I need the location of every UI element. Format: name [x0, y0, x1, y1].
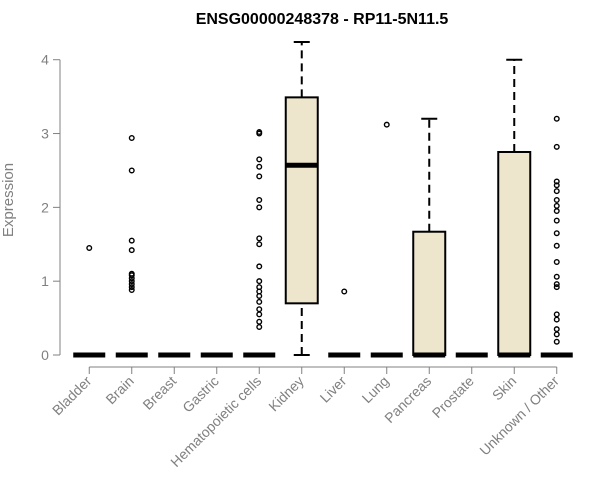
- box-skin: [497, 58, 532, 358]
- box-kidney: [284, 41, 319, 356]
- outlier-point: [553, 331, 560, 338]
- y-tick-label: 0: [41, 347, 49, 363]
- outlier-point: [256, 323, 263, 330]
- box-bladder: [73, 244, 106, 358]
- outlier-point: [128, 281, 135, 288]
- box-hematopoietic-cells: [243, 129, 276, 358]
- box-body: [497, 150, 532, 356]
- outlier-point: [256, 163, 263, 170]
- outlier-point: [553, 178, 560, 185]
- chart-title: ENSG00000248378 - RP11-5N11.5: [196, 11, 449, 28]
- outlier-point: [256, 156, 263, 163]
- x-tick-label: Pancreas: [381, 373, 434, 426]
- x-tick-label: Kidney: [265, 373, 307, 415]
- x-tick-label: Prostate: [429, 373, 477, 421]
- outlier-point: [128, 247, 135, 254]
- box-series: [73, 41, 573, 358]
- outlier-point: [553, 115, 560, 122]
- box-pancreas: [412, 117, 447, 358]
- outlier-point: [256, 284, 263, 291]
- outlier-point: [553, 208, 560, 215]
- outlier-point: [256, 263, 263, 270]
- x-tick-label: Brain: [102, 373, 136, 407]
- outlier-point: [553, 326, 560, 333]
- outlier-point: [553, 202, 560, 209]
- box-body: [284, 96, 319, 305]
- outlier-point: [553, 284, 560, 291]
- outlier-point: [553, 196, 560, 203]
- y-axis-label: Expression: [0, 163, 17, 237]
- outlier-point: [383, 121, 390, 128]
- outlier-point: [256, 311, 263, 318]
- outlier-point: [128, 287, 135, 294]
- outlier-point: [553, 273, 560, 280]
- box-brain: [115, 134, 148, 358]
- outlier-point: [256, 306, 263, 313]
- outlier-point: [256, 241, 263, 248]
- box-body: [412, 230, 447, 357]
- outlier-point: [553, 258, 560, 265]
- outlier-point: [128, 237, 135, 244]
- outlier-point: [86, 244, 93, 251]
- y-tick-label: 1: [41, 273, 49, 289]
- outlier-point: [553, 217, 560, 224]
- outlier-point: [256, 298, 263, 305]
- y-tick-label: 4: [41, 52, 49, 68]
- outlier-point: [553, 188, 560, 195]
- outlier-point: [128, 167, 135, 174]
- box-lung: [370, 121, 403, 358]
- outlier-point: [341, 288, 348, 295]
- outlier-point: [256, 278, 263, 285]
- x-tick-label: Bladder: [49, 373, 95, 419]
- outlier-point: [256, 129, 263, 136]
- x-tick-label: Skin: [489, 373, 520, 404]
- outlier-point: [553, 316, 560, 323]
- outlier-point: [553, 242, 560, 249]
- box-liver: [328, 288, 361, 358]
- y-axis: 0 1 2 3 4: [41, 52, 61, 363]
- outlier-point: [256, 235, 263, 242]
- x-tick-label: Lung: [359, 373, 392, 406]
- outlier-point: [553, 230, 560, 237]
- box-unknown-other: [540, 115, 573, 358]
- outlier-point: [256, 173, 263, 180]
- outlier-point: [256, 318, 263, 325]
- outlier-point: [553, 143, 560, 150]
- outlier-point: [256, 204, 263, 211]
- outlier-point: [553, 281, 560, 288]
- outlier-point: [256, 196, 263, 203]
- x-tick-label: Unknown / Other: [476, 373, 562, 459]
- x-tick-label: Liver: [317, 373, 350, 406]
- outlier-point: [553, 311, 560, 318]
- x-tick-label: Breast: [139, 373, 179, 413]
- y-tick-label: 3: [41, 126, 49, 142]
- outlier-point: [553, 182, 560, 189]
- outlier-point: [128, 270, 135, 277]
- outlier-point: [553, 338, 560, 345]
- outlier-point: [128, 134, 135, 141]
- outlier-point: [128, 284, 135, 291]
- y-tick-label: 2: [41, 199, 49, 215]
- outlier-point: [128, 278, 135, 285]
